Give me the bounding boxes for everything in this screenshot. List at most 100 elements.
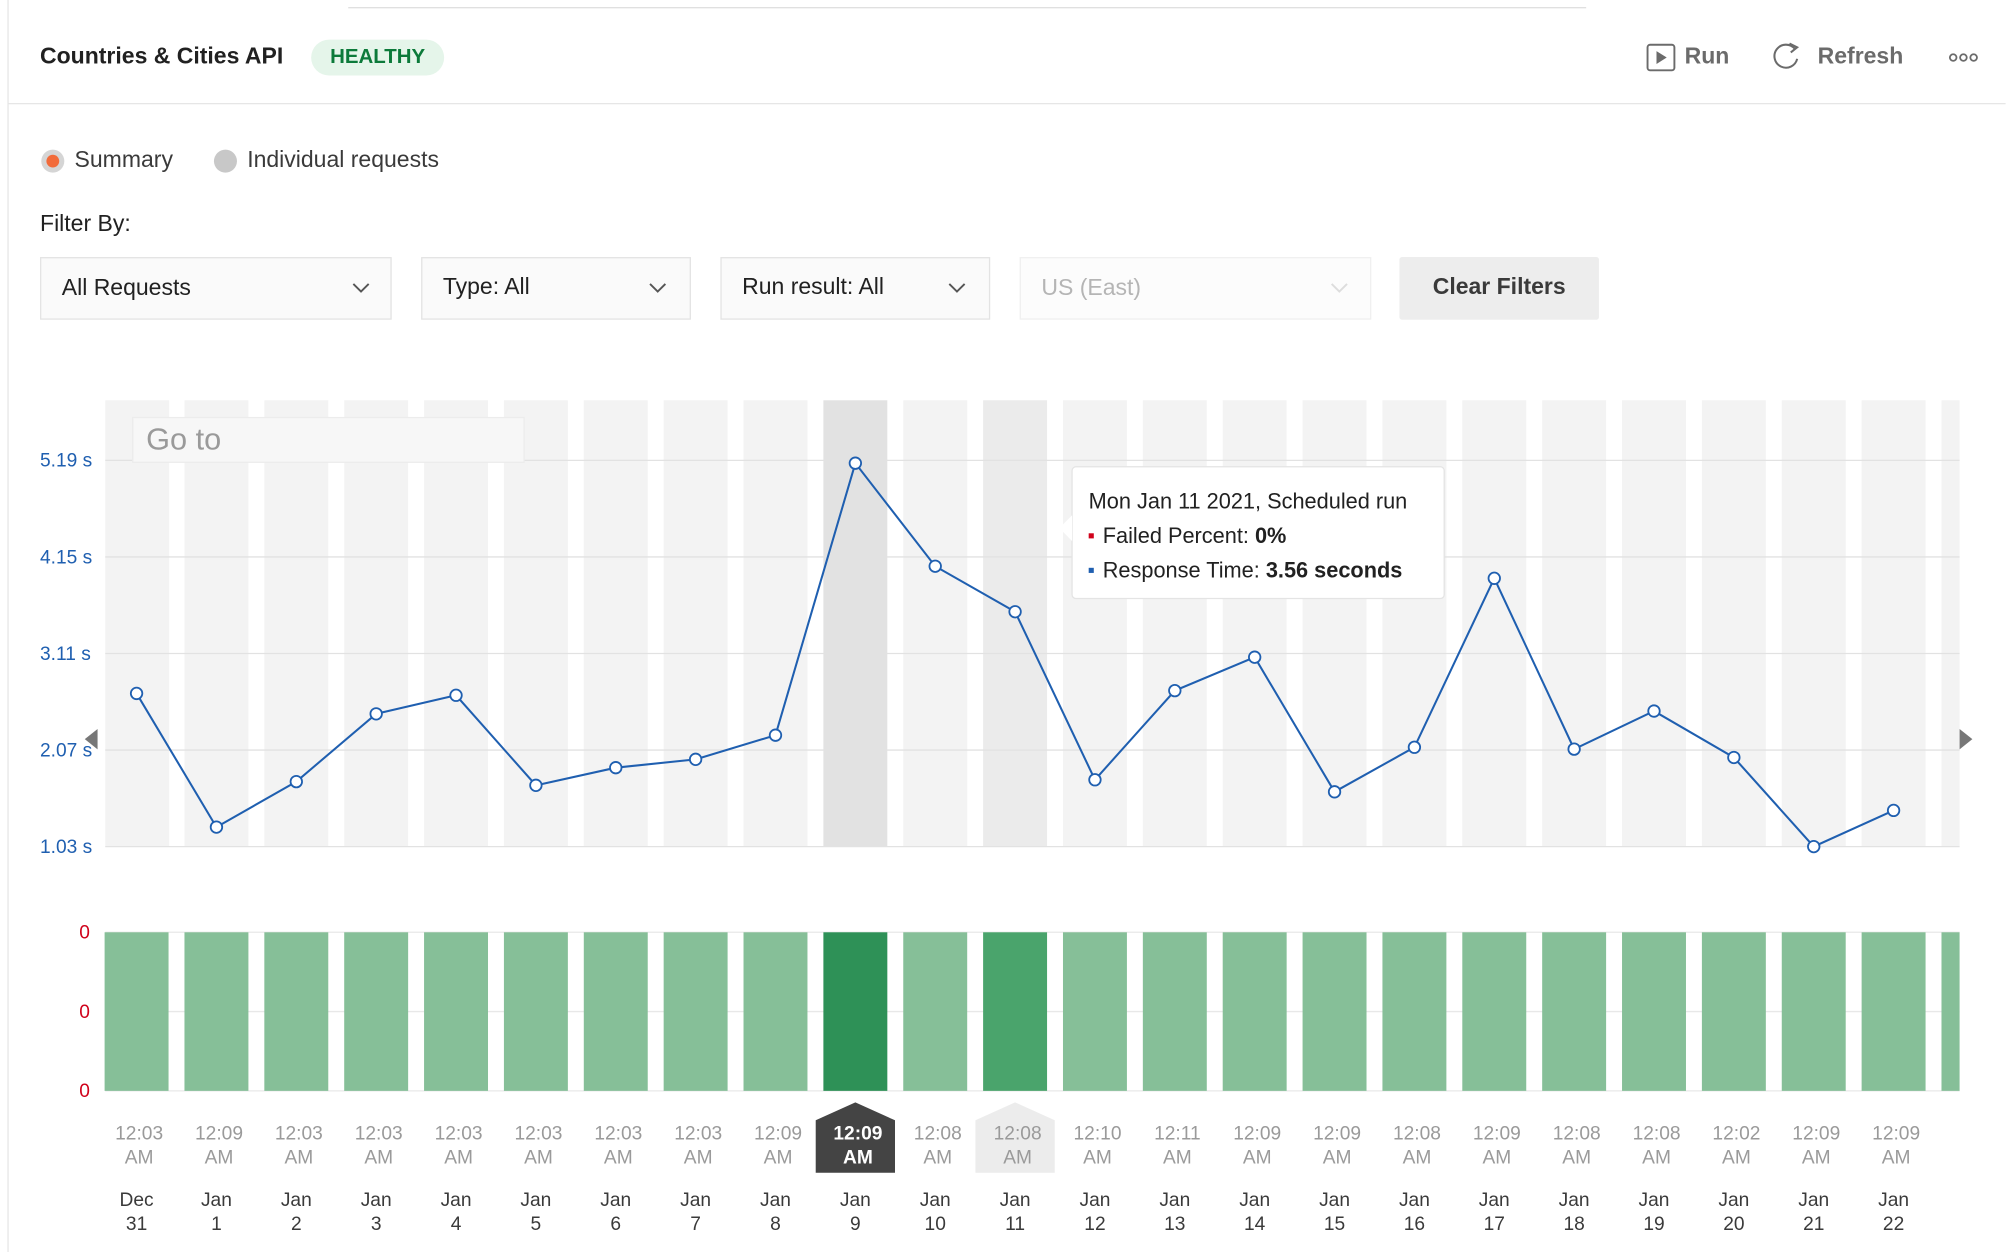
time-label: AM — [125, 1148, 154, 1169]
time-label: 12:11 — [1154, 1123, 1201, 1144]
time-label: 12:09 — [1313, 1123, 1361, 1144]
time-label: 12:08 — [1633, 1123, 1681, 1144]
radio-summary[interactable]: Summary — [41, 146, 173, 173]
run-bar — [743, 932, 808, 1091]
run-bar — [1062, 932, 1127, 1091]
dropdown-text: All Requests — [62, 274, 191, 300]
run-label: Run — [1685, 43, 1730, 69]
date-label: 9 — [850, 1214, 861, 1235]
time-column — [743, 400, 808, 847]
time-label: AM — [843, 1148, 873, 1169]
run-button[interactable]: Run — [1646, 43, 1730, 72]
refresh-button[interactable]: Refresh — [1773, 42, 1904, 69]
button-bg — [1399, 257, 1599, 320]
radio-individual[interactable]: Individual requests — [213, 146, 439, 173]
date-label: 13 — [1164, 1214, 1185, 1235]
time-label: AM — [1403, 1148, 1432, 1169]
time-label: AM — [1003, 1148, 1032, 1169]
time-column — [105, 400, 170, 847]
run-bar — [1142, 932, 1207, 1091]
data-point — [1327, 785, 1342, 799]
y2-tick-label: 0 — [79, 923, 90, 944]
data-point — [609, 761, 623, 775]
dot — [1969, 53, 1978, 62]
data-point — [289, 774, 303, 789]
run-bar — [1622, 932, 1686, 1091]
goto-input[interactable]: Go to — [132, 416, 525, 463]
time-label: AM — [1323, 1148, 1352, 1169]
data-point — [449, 688, 463, 702]
dropdown-box — [40, 257, 392, 320]
run-bar — [1781, 932, 1846, 1091]
dropdown-text: US (East) — [1041, 274, 1141, 300]
date-label: Jan — [1639, 1190, 1670, 1211]
legend-swatch — [1088, 567, 1094, 573]
run-bar — [903, 932, 968, 1091]
time-label: AM — [1482, 1148, 1511, 1169]
more-menu[interactable] — [1948, 53, 1978, 62]
y-tick-label: 5.19 s — [40, 451, 92, 472]
dropdown-box — [421, 257, 691, 320]
date-label: Jan — [520, 1190, 551, 1211]
time-label: 12:10 — [1074, 1123, 1122, 1144]
chevron — [649, 283, 667, 293]
status-badge — [311, 39, 445, 76]
date-label: 20 — [1723, 1214, 1744, 1235]
filter-result[interactable]: Run result: All — [720, 257, 991, 320]
y-tick-label: 2.07 s — [40, 740, 92, 761]
date-label: 2 — [291, 1214, 302, 1235]
time-label: AM — [205, 1148, 234, 1169]
date-label: Jan — [1000, 1190, 1031, 1211]
data-point — [1248, 650, 1262, 664]
dropdown-text: Run result: All — [742, 273, 884, 299]
input-placeholder: Go to — [146, 421, 221, 456]
time-column — [424, 400, 489, 847]
date-label: Jan — [600, 1190, 631, 1211]
filter-requests[interactable]: All Requests — [40, 257, 392, 320]
date-label: 4 — [451, 1214, 462, 1235]
time-column — [1781, 400, 1846, 847]
time-column — [663, 400, 728, 847]
run-bar — [1701, 932, 1766, 1091]
clear-filters-button[interactable]: Clear Filters — [1399, 257, 1599, 320]
tooltip-pointer — [1059, 515, 1073, 541]
time-label: AM — [684, 1148, 713, 1169]
time-label: 12:03 — [594, 1123, 642, 1144]
scroll-right[interactable] — [1959, 728, 1973, 750]
data-point — [1487, 571, 1501, 585]
date-label: Jan — [1159, 1190, 1190, 1211]
date-label: 21 — [1803, 1214, 1824, 1235]
time-column — [264, 400, 329, 847]
selected-label-bg — [815, 1102, 896, 1173]
time-label: AM — [284, 1148, 313, 1169]
time-label: 12:08 — [1553, 1123, 1601, 1144]
radio-outer — [213, 149, 237, 173]
time-label: 12:03 — [355, 1123, 403, 1144]
refresh-label: Refresh — [1818, 43, 1904, 69]
y-tick-label: 1.03 s — [40, 837, 92, 858]
time-label: AM — [1243, 1148, 1272, 1169]
time-label: 12:08 — [914, 1123, 962, 1144]
time-column — [583, 400, 648, 847]
time-column — [1622, 400, 1686, 847]
time-label: AM — [1802, 1148, 1831, 1169]
time-label: 12:03 — [275, 1123, 323, 1144]
date-label: 5 — [531, 1214, 542, 1235]
data-point — [1727, 750, 1741, 765]
time-column — [1861, 400, 1926, 847]
tooltip-response: Response Time: 3.56 seconds — [1103, 557, 1403, 582]
filter-type[interactable]: Type: All — [421, 257, 691, 320]
time-label: 12:03 — [674, 1123, 722, 1144]
date-label: 31 — [126, 1214, 147, 1235]
scroll-left[interactable] — [84, 728, 98, 750]
run-bar — [424, 932, 489, 1091]
date-label: Jan — [1319, 1190, 1350, 1211]
input-box — [132, 416, 525, 463]
time-label: 12:09 — [1473, 1123, 1521, 1144]
chevron — [352, 283, 370, 293]
y-tick-label: 3.11 s — [40, 644, 91, 665]
time-label: 12:08 — [1393, 1123, 1441, 1144]
time-label: AM — [1083, 1148, 1112, 1169]
date-label: 1 — [211, 1214, 222, 1235]
date-label: Jan — [1559, 1190, 1590, 1211]
